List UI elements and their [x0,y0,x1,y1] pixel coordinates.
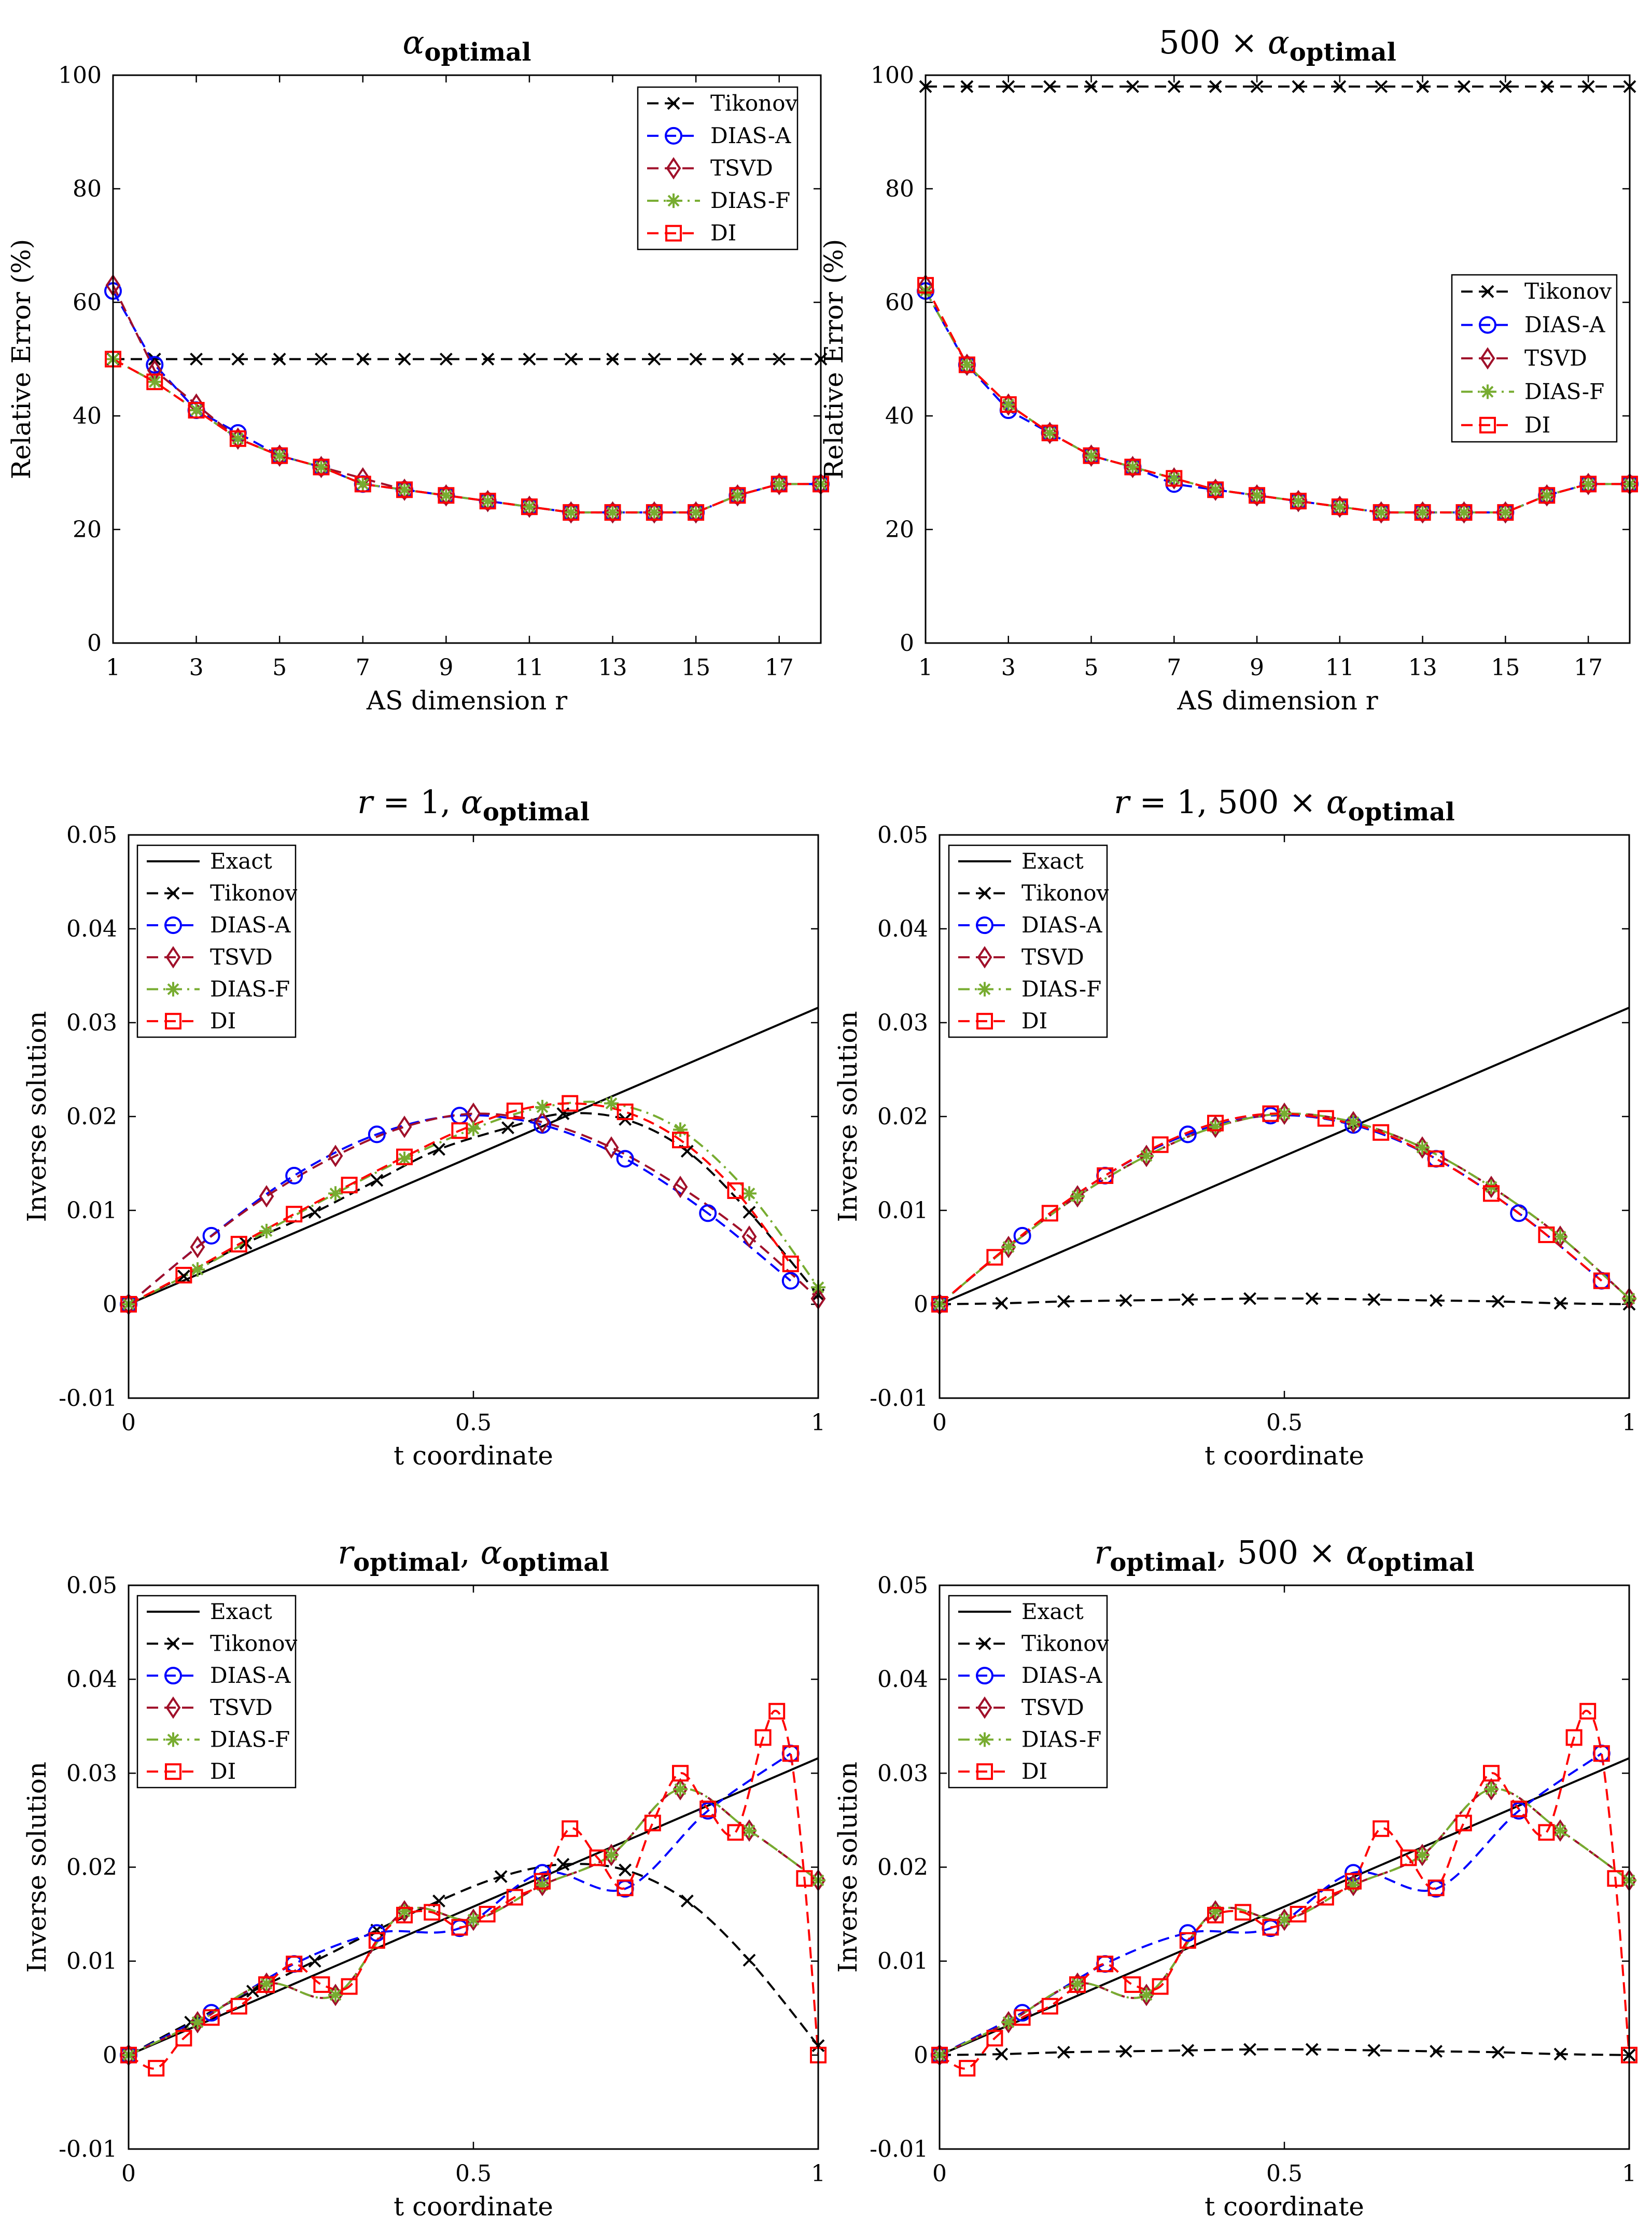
legend-marker [666,193,681,208]
x-tick-label: 1 [106,654,120,681]
data-point-di [646,504,663,521]
legend-marker [666,157,681,180]
data-point-dias-f [189,403,204,418]
data-point-dias-f [772,477,787,492]
data-point-tikonov [315,353,328,366]
data-point-di [688,504,705,521]
data-point-tikonov [606,353,619,366]
legend-label: Tikonov [710,90,798,116]
legend-marker [665,225,682,242]
data-point-tikonov [190,353,203,366]
data-point-tikonov [689,353,703,366]
y-tick-label: 100 [58,62,102,89]
data-point-dias-f [230,431,245,446]
data-point-tikonov [148,353,161,366]
y-tick-label: 20 [73,517,102,543]
data-point-dias-f [314,459,329,475]
x-tick-label: 15 [681,654,710,681]
legend: Tikonov DIAS-A TSVD DIAS-F DI [637,86,799,250]
data-point-tikonov [731,353,744,366]
data-point-di [729,487,746,504]
data-point-di [771,476,788,493]
data-point-dias-f [397,482,412,497]
data-point-di [188,402,205,419]
x-tick-label: 5 [272,654,287,681]
y-tick-label: 0 [87,630,102,657]
data-point-dias-f [689,505,704,520]
data-point-dias-f [439,488,454,503]
x-tick-label: 3 [189,654,204,681]
data-point-di [396,481,413,498]
data-point-di [521,498,538,515]
plot-frame [112,74,822,644]
x-tick-label: 13 [598,654,627,681]
data-point-tikonov [564,353,578,366]
x-tick-label: 11 [515,654,544,681]
data-point-di [146,373,163,390]
data-point-di [604,504,621,521]
x-axis-label: AS dimension r [366,686,567,716]
data-point-dias-f [730,488,745,503]
legend-label: DI [710,220,736,246]
chart-title: αoptimalα optimal [403,23,531,67]
data-point-dias-f [605,505,620,520]
data-point-tikonov [231,353,245,366]
data-point-di [271,447,288,464]
data-point-tikonov [398,353,411,366]
data-point-tikonov [481,353,495,366]
y-axis-label: Relative Error (%) [6,239,36,480]
data-point-dias-a [146,356,164,374]
data-point-dias-f [522,499,537,514]
data-point-di [479,493,496,510]
data-point-tikonov [439,353,453,366]
y-tick-label: 60 [73,289,102,316]
x-tick-label: 17 [765,654,794,681]
legend-box [637,86,799,250]
legend-marker [665,127,682,145]
data-point-di [563,504,580,521]
legend-label: DIAS-A [710,123,791,148]
data-point-tikonov [356,353,370,366]
data-point-dias-f [147,374,162,389]
legend-label: TSVD [710,156,773,181]
data-point-dias-f [564,505,579,520]
y-tick-label: 80 [73,176,102,202]
data-point-tikonov [773,353,786,366]
y-tick-label: 40 [73,403,102,429]
data-point-di [313,458,330,476]
legend-marker [667,96,680,110]
data-point-tikonov [523,353,536,366]
data-point-di [354,476,371,493]
data-point-tikonov [273,353,286,366]
x-tick-label: 9 [439,654,453,681]
data-point-di [229,430,246,447]
data-point-tikonov [648,353,661,366]
data-point-dias-f [647,505,662,520]
data-point-dias-f [480,494,495,509]
data-point-di [438,487,455,504]
legend-label: DIAS-F [710,188,790,213]
x-tick-label: 7 [356,654,370,681]
data-point-dias-f [272,448,287,463]
data-point-dias-f [355,477,370,492]
